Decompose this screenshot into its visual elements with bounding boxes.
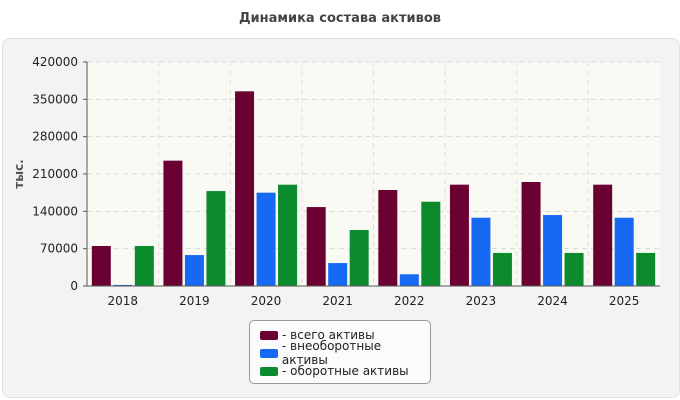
bar-0-2025: [593, 184, 613, 286]
bar-2-2018: [134, 246, 154, 286]
y-tick-label: 280000: [32, 130, 78, 144]
legend-item-total: - всего активы: [260, 328, 375, 342]
x-tick-label: 2022: [394, 294, 425, 308]
x-tick-label: 2019: [179, 294, 210, 308]
bar-2-2023: [492, 252, 512, 286]
bar-0-2024: [521, 182, 541, 286]
x-tick-label: 2020: [251, 294, 282, 308]
y-tick-label: 0: [70, 279, 78, 293]
bar-2-2019: [206, 191, 226, 286]
x-tick-label: 2018: [108, 294, 139, 308]
bar-0-2022: [378, 190, 398, 286]
legend-swatch-current: [260, 366, 278, 376]
bar-2-2020: [278, 184, 298, 286]
y-axis-label: тыс.: [12, 159, 26, 188]
x-tick-label: 2023: [466, 294, 497, 308]
bar-2-2025: [636, 252, 656, 286]
y-tick-label: 70000: [40, 242, 78, 256]
bar-1-2025: [614, 217, 634, 286]
bar-0-2020: [235, 91, 255, 286]
bar-1-2021: [328, 263, 348, 286]
bar-1-2023: [471, 217, 491, 286]
bar-1-2019: [184, 255, 204, 286]
legend-item-current: - оборотные активы: [260, 364, 409, 378]
legend-label-total: - всего активы: [282, 328, 375, 342]
bar-0-2018: [91, 246, 111, 286]
y-tick-label: 210000: [32, 167, 78, 181]
chart-legend: - всего активы - внеоборотные активы - о…: [249, 320, 431, 384]
bar-0-2019: [163, 160, 183, 286]
bar-1-2018: [113, 284, 133, 286]
legend-item-noncurrent: - внеоборотные активы: [260, 339, 430, 367]
bar-0-2021: [306, 207, 326, 286]
chart-title: Динамика состава активов: [238, 11, 442, 26]
y-tick-label: 350000: [32, 92, 78, 106]
legend-swatch-total: [260, 330, 278, 340]
y-tick-label: 420000: [32, 55, 78, 69]
legend-label-current: - оборотные активы: [282, 364, 409, 378]
bar-1-2020: [256, 192, 276, 286]
bar-1-2024: [543, 215, 563, 286]
x-tick-label: 2025: [609, 294, 640, 308]
x-tick-label: 2021: [322, 294, 353, 308]
bar-1-2022: [399, 274, 419, 286]
bar-2-2022: [421, 201, 441, 286]
bar-2-2021: [349, 230, 369, 286]
x-tick-label: 2024: [537, 294, 568, 308]
bar-2-2024: [564, 252, 584, 286]
legend-swatch-noncurrent: [260, 348, 278, 358]
bar-0-2023: [449, 184, 469, 286]
legend-label-noncurrent: - внеоборотные активы: [281, 339, 382, 367]
y-tick-label: 140000: [32, 204, 78, 218]
